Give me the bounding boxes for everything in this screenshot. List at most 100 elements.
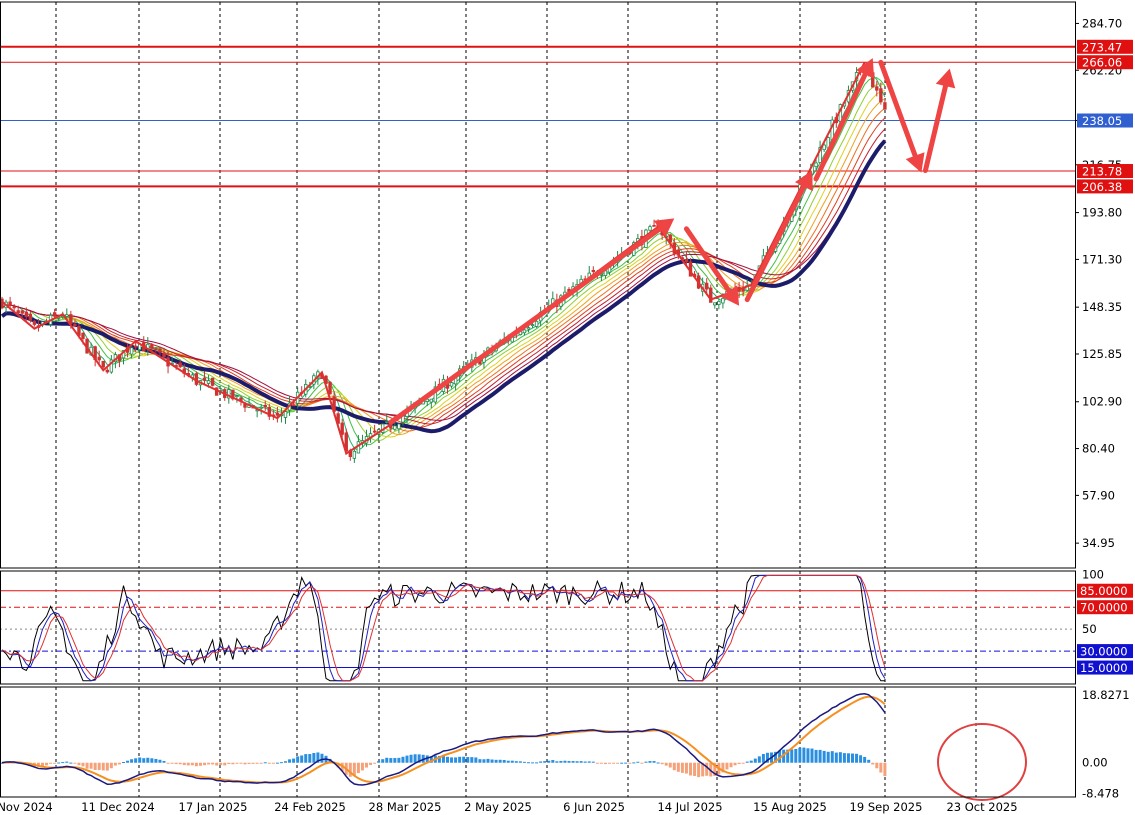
macd-histogram-bar (462, 756, 466, 763)
macd-histogram-bar (818, 749, 822, 763)
time-tick-label: 24 Feb 2025 (274, 800, 346, 814)
macd-signal-line (1, 695, 886, 784)
macd-histogram-bar (478, 759, 482, 763)
oscillator-level-label: 30.0000 (1080, 645, 1128, 659)
macd-histogram-bar (93, 762, 97, 770)
candle-body (328, 381, 332, 395)
oscillator-level-label: 15.0000 (1080, 661, 1128, 675)
macd-histogram-bar (296, 756, 300, 763)
macd-histogram-bar (458, 756, 462, 763)
macd-histogram-bar (838, 752, 842, 763)
price-level-label: 238.05 (1082, 114, 1122, 128)
candle-body (227, 389, 231, 399)
macd-histogram-bar (624, 762, 628, 764)
candle-body (109, 359, 114, 373)
macd-histogram-bar (57, 762, 61, 764)
macd-histogram-bar (117, 762, 121, 765)
macd-histogram-bar (863, 756, 867, 763)
macd-histogram-bar (757, 756, 761, 763)
candle-body (530, 324, 535, 326)
zigzag-trendline (1, 61, 866, 456)
candle-body (709, 287, 713, 303)
macd-histogram-bar (680, 762, 684, 773)
macd-histogram-bar (741, 762, 745, 764)
panel-frame-2 (0, 686, 1076, 798)
macd-histogram-bar (514, 761, 518, 763)
candle-body (24, 311, 28, 318)
candle-body (393, 425, 397, 430)
macd-histogram-bar (494, 759, 498, 763)
macd-histogram-bar (373, 762, 377, 764)
macd-histogram-bar (292, 758, 296, 763)
candle-body (16, 310, 20, 314)
candle-body (875, 86, 879, 91)
macd-histogram-bar (352, 762, 356, 777)
price-level-tag (1077, 55, 1133, 70)
macd-histogram-bar (134, 758, 138, 763)
macd-histogram-bar (583, 761, 587, 763)
candle-body (879, 88, 883, 103)
macd-histogram-bar (660, 762, 664, 765)
macd-histogram-bar (348, 762, 352, 777)
macd-histogram-bar (251, 762, 255, 764)
price-level-tag (1077, 164, 1133, 179)
candle-body (713, 302, 717, 306)
macd-lines (1, 693, 1027, 801)
candle-body (591, 269, 595, 273)
price-levels (0, 45, 1075, 188)
candle-body (210, 377, 215, 386)
macd-histogram-bar (810, 748, 814, 763)
macd-histogram-bar (790, 749, 794, 763)
candle-body (429, 398, 433, 403)
oscillator-level-tag (1077, 600, 1133, 615)
macd-histogram-bar (510, 760, 514, 763)
macd-histogram-bar (518, 761, 522, 763)
candle-body (32, 320, 37, 325)
macd-histogram-bar (69, 762, 73, 764)
price-tick-label: 148.35 (1082, 300, 1122, 314)
macd-histogram-bar (450, 757, 454, 763)
price-level-label: 213.78 (1082, 165, 1122, 179)
macd-histogram-bar (474, 757, 478, 763)
time-tick-label: 28 Mar 2025 (369, 800, 442, 814)
time-axis: Nov 2024 11 Dec 2024 17 Jan 2025 24 Feb 202… (0, 800, 1018, 814)
candle-body (162, 352, 166, 358)
macd-histogram-bar (178, 762, 182, 765)
oscillator-line (1, 574, 886, 682)
macd-histogram-bar (486, 758, 490, 763)
oscillator-level-tag (1077, 644, 1133, 659)
macd-histogram-bar (190, 762, 194, 766)
price-axis: 284.70262.20238.05216.75193.80171.30148.… (1075, 16, 1133, 550)
macd-histogram-bar (737, 762, 741, 765)
macd-histogram-bar (41, 762, 44, 767)
panel-frame-1 (0, 570, 1076, 685)
price-panel: 284.70262.20238.05216.75193.80171.30148.… (0, 2, 1133, 797)
macd-histogram-bar (531, 762, 535, 764)
macd-histogram-bar (109, 762, 113, 769)
macd-histogram-bar (162, 760, 166, 763)
candle-body (822, 144, 826, 151)
macd-histogram-bar (668, 762, 672, 768)
macd-histogram-bar (502, 759, 506, 763)
macd-histogram-bar (437, 755, 441, 763)
macd-histogram-bar (81, 762, 85, 767)
macd-histogram-bar (879, 762, 883, 773)
candle-body (648, 226, 652, 231)
macd-histogram-bar (389, 758, 393, 763)
oscillator-level-label: 70.0000 (1080, 601, 1128, 615)
macd-histogram-bar (535, 762, 539, 764)
macd-histogram-bar (441, 755, 445, 763)
time-tick-label: 17 Jan 2025 (179, 800, 248, 814)
oscillator-level-tag (1077, 660, 1133, 675)
macd-histogram-bar (405, 755, 409, 763)
macd-histogram-bar (470, 757, 474, 763)
macd-histogram-bar (587, 761, 591, 763)
macd-histogram-bar (749, 760, 753, 763)
macd-histogram-bar (559, 760, 563, 763)
macd-histogram-bar (259, 762, 263, 764)
price-level-label: 266.06 (1082, 56, 1122, 70)
macd-histogram-bar (632, 762, 636, 764)
macd-histogram-bar (235, 762, 239, 764)
moving-average-line (1, 98, 886, 436)
macd-histogram-bar (640, 762, 644, 764)
